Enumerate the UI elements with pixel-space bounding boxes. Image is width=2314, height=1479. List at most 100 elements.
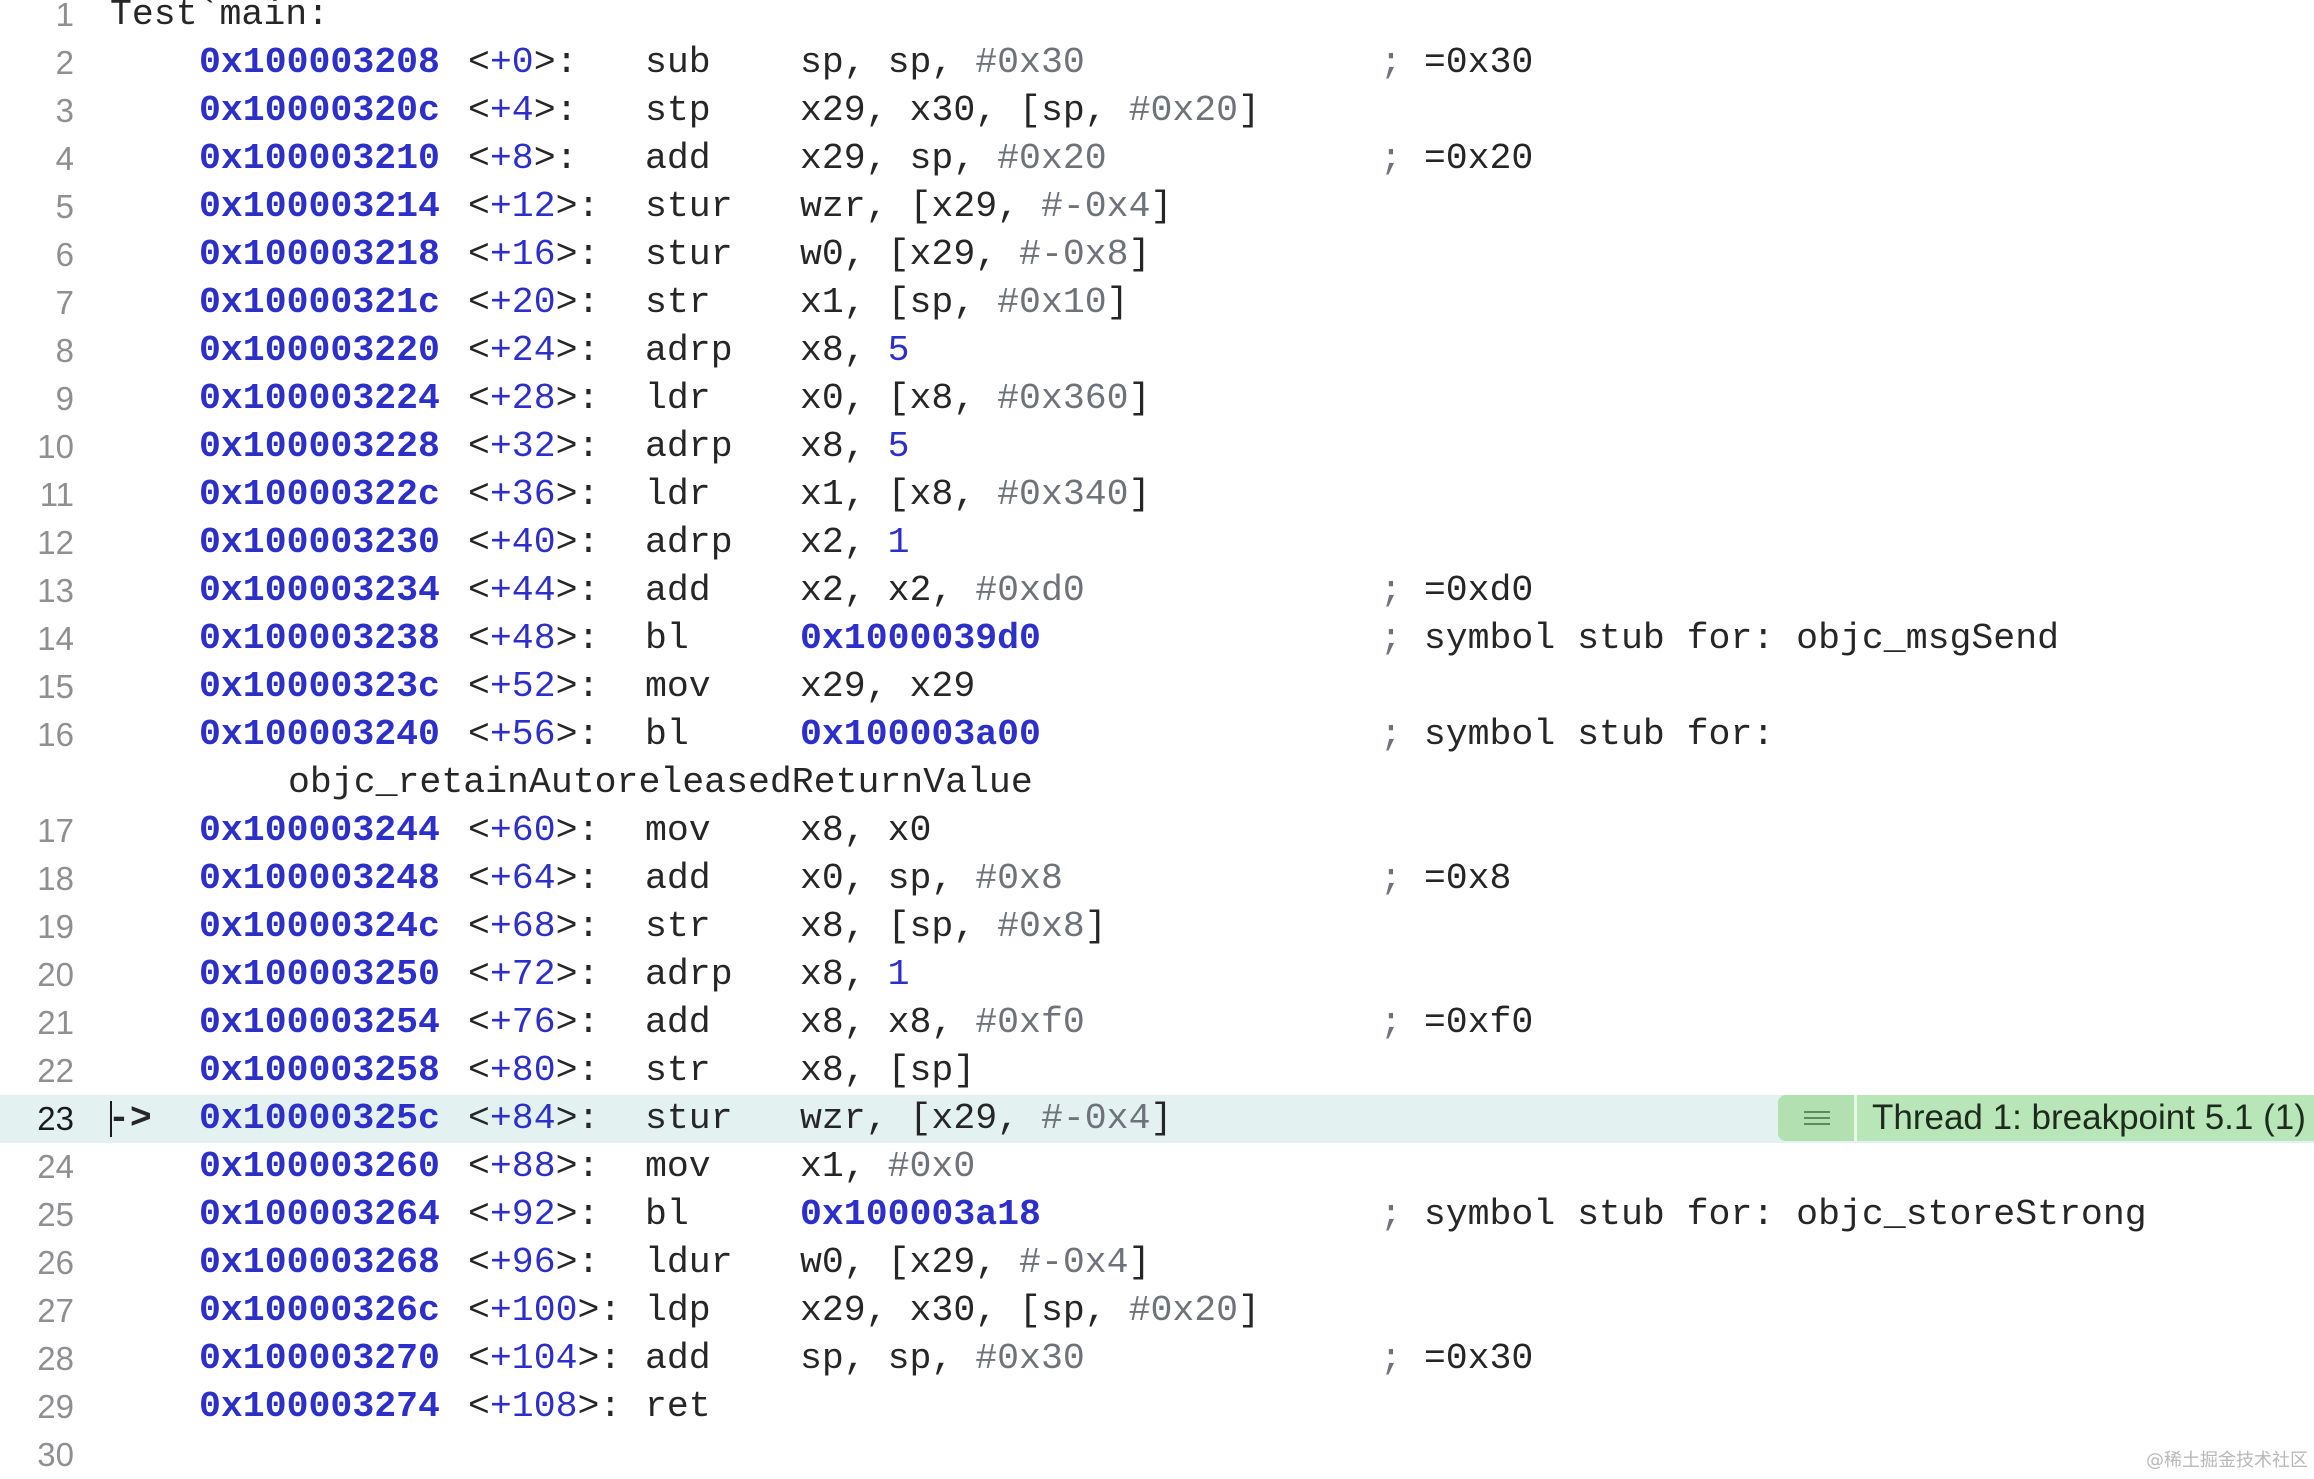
offset-value: +12 xyxy=(489,186,556,227)
line-number[interactable]: 17 xyxy=(37,812,74,849)
code-line[interactable]: 30 xyxy=(0,1431,2314,1479)
line-number[interactable]: 10 xyxy=(37,428,74,465)
branch-target[interactable]: 0x100003a18 xyxy=(800,1194,1041,1235)
code-line[interactable]: 17 0x100003244 <+60>: mov x8, x0 xyxy=(0,807,2314,855)
code-line[interactable]: 24 0x100003260 <+88>: mov x1, #0x0 xyxy=(0,1143,2314,1191)
line-number[interactable]: 29 xyxy=(37,1388,74,1425)
line-number[interactable]: 6 xyxy=(55,236,74,273)
code-line[interactable]: 3 0x10000320c <+4>: stp x29, x30, [sp, #0x20… xyxy=(0,87,2314,135)
code-line[interactable]: 4 0x100003210 <+8>: add x29, sp, #0x20; =0x2… xyxy=(0,135,2314,183)
line-number[interactable]: 20 xyxy=(37,956,74,993)
line-number[interactable]: 9 xyxy=(55,380,74,417)
instruction-address[interactable]: 0x100003240 xyxy=(199,714,440,755)
line-number[interactable]: 8 xyxy=(55,332,74,369)
code-line[interactable]: 21 0x100003254 <+76>: add x8, x8, #0xf0; =0x… xyxy=(0,999,2314,1047)
instruction-address[interactable]: 0x100003228 xyxy=(199,426,440,467)
line-number[interactable]: 11 xyxy=(39,476,74,513)
code-line[interactable]: 1 Test`main: xyxy=(0,0,2314,39)
instruction-address[interactable]: 0x100003258 xyxy=(199,1050,440,1091)
instruction-address[interactable]: 0x100003210 xyxy=(199,138,440,179)
instruction-address[interactable]: 0x100003220 xyxy=(199,330,440,371)
line-number[interactable]: 28 xyxy=(37,1340,74,1377)
code-line[interactable]: 19 0x10000324c <+68>: str x8, [sp, #0x8] xyxy=(0,903,2314,951)
code-line[interactable]: 26 0x100003268 <+96>: ldur w0, [x29, #-0x4] xyxy=(0,1239,2314,1287)
instruction-address[interactable]: 0x100003264 xyxy=(199,1194,440,1235)
code-line[interactable]: 7 0x10000321c <+20>: str x1, [sp, #0x10] xyxy=(0,279,2314,327)
line-number[interactable]: 24 xyxy=(37,1148,74,1185)
menu-lines-icon[interactable] xyxy=(1778,1095,1857,1141)
code-line[interactable]: 29 0x100003274 <+108>: ret xyxy=(0,1383,2314,1431)
line-number[interactable]: 1 xyxy=(55,0,74,33)
line-number[interactable]: 7 xyxy=(55,284,74,321)
code-line[interactable]: 13 0x100003234 <+44>: add x2, x2, #0xd0; =0x… xyxy=(0,567,2314,615)
instruction-address[interactable]: 0x10000325c xyxy=(199,1098,440,1139)
code-line[interactable]: 9 0x100003224 <+28>: ldr x0, [x8, #0x360] xyxy=(0,375,2314,423)
breakpoint-badge[interactable]: Thread 1: breakpoint 5.1 (1) xyxy=(1778,1095,2314,1141)
instruction-address[interactable]: 0x100003218 xyxy=(199,234,440,275)
line-number[interactable]: 19 xyxy=(37,908,74,945)
instruction-address[interactable]: 0x100003274 xyxy=(199,1386,440,1427)
line-number[interactable]: 21 xyxy=(37,1004,74,1041)
operand-token: #0x20 xyxy=(1128,90,1239,131)
line-number[interactable]: 2 xyxy=(55,44,74,81)
code-line[interactable]: 5 0x100003214 <+12>: stur wzr, [x29, #-0x4] xyxy=(0,183,2314,231)
code-line[interactable]: 22 0x100003258 <+80>: str x8, [sp] xyxy=(0,1047,2314,1095)
code-line[interactable]: 6 0x100003218 <+16>: stur w0, [x29, #-0x8] xyxy=(0,231,2314,279)
instruction-address[interactable]: 0x10000324c xyxy=(199,906,440,947)
code-line[interactable]: 2 0x100003208 <+0>: sub sp, sp, #0x30; =0x30 xyxy=(0,39,2314,87)
instruction-address[interactable]: 0x100003268 xyxy=(199,1242,440,1283)
instruction-address[interactable]: 0x10000326c xyxy=(199,1290,440,1331)
instruction-address[interactable]: 0x100003248 xyxy=(199,858,440,899)
code-line[interactable]: 15 0x10000323c <+52>: mov x29, x29 xyxy=(0,663,2314,711)
line-number[interactable]: 4 xyxy=(55,140,74,177)
branch-target[interactable]: 0x100003a00 xyxy=(800,714,1041,755)
instruction-address[interactable]: 0x100003230 xyxy=(199,522,440,563)
line-number[interactable]: 18 xyxy=(37,860,74,897)
line-number[interactable]: 16 xyxy=(37,716,74,753)
instruction-address[interactable]: 0x100003270 xyxy=(199,1338,440,1379)
code-line[interactable]: 28 0x100003270 <+104>: add sp, sp, #0x30; =0… xyxy=(0,1335,2314,1383)
current-instruction-row[interactable]: 23 -> 0x10000325c <+84>: stur wzr, [x29, #-0x… xyxy=(0,1095,2314,1143)
code-line[interactable]: 10 0x100003228 <+32>: adrp x8, 5 xyxy=(0,423,2314,471)
code-line[interactable]: 20 0x100003250 <+72>: adrp x8, 1 xyxy=(0,951,2314,999)
line-number[interactable]: 5 xyxy=(55,188,74,225)
operands: x8, [sp] xyxy=(800,1047,975,1095)
branch-target[interactable]: 0x1000039d0 xyxy=(800,618,1041,659)
code-line[interactable]: 25 0x100003264 <+92>: bl 0x100003a18; symbol… xyxy=(0,1191,2314,1239)
code-line[interactable]: 18 0x100003248 <+64>: add x0, sp, #0x8; =0x8 xyxy=(0,855,2314,903)
line-number[interactable]: 12 xyxy=(37,524,74,561)
instruction-address[interactable]: 0x100003244 xyxy=(199,810,440,851)
instruction-address[interactable]: 0x100003260 xyxy=(199,1146,440,1187)
instruction-address[interactable]: 0x100003238 xyxy=(199,618,440,659)
code-line[interactable]: 14 0x100003238 <+48>: bl 0x1000039d0; symbol… xyxy=(0,615,2314,663)
line-number[interactable]: 23 xyxy=(37,1100,74,1137)
line-number[interactable]: 30 xyxy=(37,1436,74,1473)
operand-token: #0x340 xyxy=(997,474,1129,515)
code-line[interactable]: 27 0x10000326c <+100>: ldp x29, x30, [sp, #0… xyxy=(0,1287,2314,1335)
code-line[interactable]: 16 0x100003240 <+56>: bl 0x100003a00; symbol… xyxy=(0,711,2314,759)
code-line[interactable]: 8 0x100003220 <+24>: adrp x8, 5 xyxy=(0,327,2314,375)
line-number[interactable]: 22 xyxy=(37,1052,74,1089)
line-number[interactable]: 15 xyxy=(37,668,74,705)
instruction-address[interactable]: 0x100003208 xyxy=(199,42,440,83)
instruction-offset: <+72>: xyxy=(468,954,600,995)
line-number[interactable]: 14 xyxy=(37,620,74,657)
code-line[interactable]: 11 0x10000322c <+36>: ldr x1, [x8, #0x340] xyxy=(0,471,2314,519)
instruction-address[interactable]: 0x10000322c xyxy=(199,474,440,515)
instruction-address[interactable]: 0x100003234 xyxy=(199,570,440,611)
instruction-address[interactable]: 0x10000323c xyxy=(199,666,440,707)
instruction-address[interactable]: 0x100003224 xyxy=(199,378,440,419)
instruction-address[interactable]: 0x10000321c xyxy=(199,282,440,323)
line-number[interactable]: 25 xyxy=(37,1196,74,1233)
line-number[interactable]: 26 xyxy=(37,1244,74,1281)
line-number[interactable]: 27 xyxy=(37,1292,74,1329)
line-number[interactable]: 3 xyxy=(55,92,74,129)
instruction-address[interactable]: 0x100003214 xyxy=(199,186,440,227)
line-number[interactable]: 13 xyxy=(37,572,74,609)
code-line[interactable]: 12 0x100003230 <+40>: adrp x2, 1 xyxy=(0,519,2314,567)
instruction-address[interactable]: 0x100003250 xyxy=(199,954,440,995)
instruction-offset: <+88>: xyxy=(468,1146,600,1187)
instruction-address[interactable]: 0x100003254 xyxy=(199,1002,440,1043)
instruction-address[interactable]: 0x10000320c xyxy=(199,90,440,131)
